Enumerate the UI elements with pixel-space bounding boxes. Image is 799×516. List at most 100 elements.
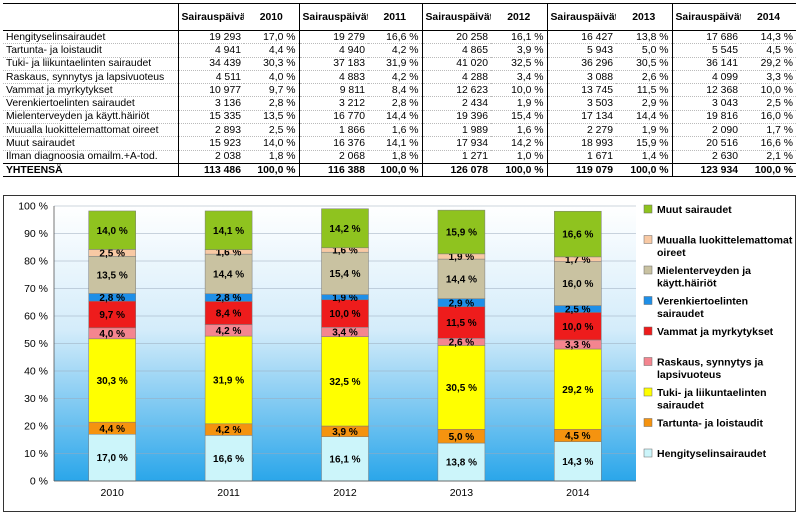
legend-swatch — [643, 418, 653, 427]
cell-percent: 1,9 % — [491, 96, 548, 111]
legend-label: Vammat ja myrkytykset — [657, 326, 774, 338]
x-tick-label: 2011 — [217, 487, 240, 499]
legend-label-line: oireet — [657, 247, 686, 259]
legend-label: Tartunta- ja loistaudit — [657, 418, 763, 430]
bar-segment — [437, 442, 486, 482]
cell-days: 4 883 — [299, 70, 368, 85]
bar-segment — [554, 348, 602, 430]
data-label: 29,2 % — [562, 385, 593, 396]
bar-segment — [204, 210, 253, 250]
total-percent: 100,0 % — [368, 162, 423, 178]
header-year: 2012 — [491, 3, 548, 31]
cell-percent: 8,4 % — [368, 83, 423, 98]
row-label: Muut sairaudet — [3, 136, 179, 151]
table-row: Vammat ja myrkytykset 10 977 9,7 % 9 811 8,4… — [3, 83, 796, 98]
cell-days: 17 934 — [422, 136, 491, 151]
cell-percent: 4,0 % — [244, 70, 300, 85]
data-label: 16,6 % — [562, 230, 593, 241]
table-body: Hengityselinsairaudet 19 293 17,0 % 19 279 1… — [3, 30, 796, 178]
cell-percent: 14,4 % — [616, 110, 673, 125]
cell-percent: 14,4 % — [368, 110, 423, 125]
cell-percent: 2,5 % — [741, 96, 796, 111]
cell-percent: 1,6 % — [368, 123, 423, 138]
cell-days: 4 099 — [672, 70, 741, 85]
data-label: 1,6 % — [332, 246, 358, 257]
cell-percent: 15,4 % — [491, 110, 548, 125]
table-header-row: Sairauspäivät 2010 Sairauspäivät 2011 Sa… — [3, 3, 796, 31]
cell-days: 16 427 — [547, 30, 616, 45]
cell-days: 2 893 — [178, 123, 244, 138]
bar-segment — [437, 258, 486, 299]
row-label: Vammat ja myrkytykset — [3, 83, 179, 98]
legend-label-line: käytt.häiriöt — [657, 278, 717, 290]
cell-percent: 1,8 % — [244, 150, 300, 164]
legend-label-line: Verenkiertoelinten — [657, 296, 748, 308]
cell-days: 4 940 — [299, 43, 368, 58]
data-label: 9,7 % — [99, 310, 125, 321]
legend-label-line: lapsivuoteus — [657, 369, 721, 381]
y-tick-label: 40 % — [24, 366, 48, 378]
table-row: Tartunta- ja loistaudit 4 941 4,4 % 4 940 4,… — [3, 43, 796, 58]
bar-segment — [321, 336, 369, 427]
data-label: 14,2 % — [329, 224, 360, 235]
data-label: 10,0 % — [329, 309, 360, 320]
cell-days: 9 811 — [299, 83, 368, 98]
cell-percent: 17,0 % — [244, 30, 300, 45]
data-label: 5,0 % — [449, 432, 475, 443]
cell-percent: 16,6 % — [368, 30, 423, 45]
legend-swatch — [643, 357, 653, 366]
cell-days: 17 686 — [672, 30, 741, 45]
total-days: 119 079 — [547, 162, 616, 178]
data-label: 30,5 % — [446, 383, 477, 394]
legend-swatch — [643, 235, 653, 244]
total-percent: 100,0 % — [616, 162, 673, 178]
bar-segment — [88, 210, 136, 250]
legend-label-line: Raskaus, synnytys ja — [657, 357, 763, 369]
y-axis: 0 % 10 % 20 % 30 % 40 % 50 % 60 % 70 % 80 % 90 % 1… — [18, 201, 48, 488]
legend-label-line: sairaudet — [657, 400, 704, 412]
cell-percent: 1,0 % — [491, 150, 548, 164]
bar-segment — [554, 210, 602, 258]
header-label: Sairauspäivät — [178, 3, 244, 31]
data-label: 16,0 % — [562, 279, 593, 290]
legend-label-line: Vammat ja myrkytykset — [657, 326, 774, 338]
bar-segment — [437, 345, 486, 430]
row-label: Raskaus, synnytys ja lapsivuoteus — [3, 70, 179, 85]
legend-label-line: Muualla luokittelemattomat — [657, 235, 793, 247]
chart-panel: 0 % 10 % 20 % 30 % 40 % 50 % 60 % 70 % 80 % 90 % 1… — [3, 195, 796, 512]
legend-swatch — [643, 296, 653, 305]
cell-percent: 2,9 % — [616, 96, 673, 111]
cell-percent: 1,4 % — [616, 150, 673, 164]
data-label: 32,5 % — [329, 377, 360, 388]
bar-segment — [437, 209, 486, 255]
data-label: 1,9 % — [449, 252, 475, 263]
legend-label: Mielenterveyden ja käytt.häiriöt — [657, 265, 751, 290]
y-tick-label: 100 % — [18, 201, 48, 213]
cell-days: 12 368 — [672, 83, 741, 98]
bar-segment — [321, 208, 369, 249]
data-label: 14,4 % — [213, 270, 244, 281]
cell-percent: 16,0 % — [741, 110, 796, 125]
total-days: 113 486 — [178, 162, 244, 178]
total-percent: 100,0 % — [491, 162, 548, 178]
legend: Muut sairaudet Muualla luokittelemattomat… — [643, 204, 793, 460]
total-label: YHTEENSÄ — [3, 162, 179, 178]
data-label: 2,5 % — [565, 305, 591, 316]
data-label: 30,3 % — [97, 376, 128, 387]
sick-days-table: Sairauspäivät 2010 Sairauspäivät 2011 Sa… — [3, 3, 796, 178]
data-label: 2,8 % — [99, 293, 125, 304]
cell-percent: 1,8 % — [368, 150, 423, 164]
data-table-container: Sairauspäivät 2010 Sairauspäivät 2011 Sa… — [3, 3, 796, 178]
data-label: 17,0 % — [97, 453, 128, 464]
cell-days: 2 434 — [422, 96, 491, 111]
cell-percent: 5,0 % — [616, 43, 673, 58]
cell-percent: 3,4 % — [491, 70, 548, 85]
cell-percent: 1,7 % — [741, 123, 796, 138]
row-label: Ilman diagnoosia omailm.+A-tod. — [3, 150, 179, 164]
cell-days: 4 288 — [422, 70, 491, 85]
bar-segment — [321, 299, 369, 328]
bar-stacks: 17,0 % 4,4 % 30,3 % 4,0 % 9,7 % 2,8 % 13,5 % 2,… — [88, 208, 602, 482]
data-label: 15,4 % — [329, 269, 360, 280]
cell-days: 36 141 — [672, 57, 741, 71]
table-total-row: YHTEENSÄ 113 486 100,0 % 116 388 100,0 % 126 … — [3, 162, 796, 178]
